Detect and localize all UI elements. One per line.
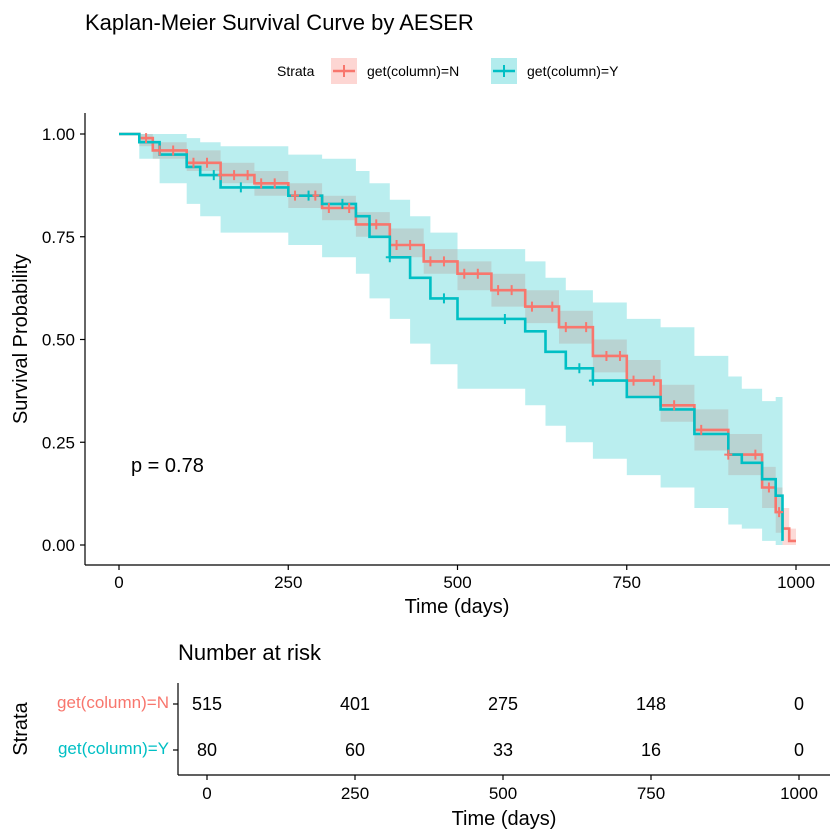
y-tick-label: 0.75 [42,228,75,247]
censor-mark [270,178,279,189]
risk-table: Number at risk 515 401 275 148 0 80 60 33 16 0 0 2… [10,640,830,830]
legend-label-n: get(column)=N [367,63,459,79]
y-axis-label: Survival Probability [10,254,32,424]
censor-mark [460,268,469,279]
censor-mark [575,363,584,374]
censor-mark [697,424,706,435]
censor-mark [602,350,611,361]
censor-mark [304,190,313,201]
censor-mark [582,322,591,333]
censor-mark [426,256,435,267]
risk-y-axis-label: Strata [10,701,32,755]
x-tick-label: 250 [274,573,302,592]
risk-cell: 80 [197,740,217,760]
risk-x-tick-label: 750 [637,784,665,803]
censor-mark [473,268,482,279]
censor-mark [494,285,503,296]
risk-x-tick-label: 0 [202,784,211,803]
risk-x-axis-label: Time (days) [452,808,557,830]
censor-mark [169,145,178,156]
x-tick-label: 750 [613,573,641,592]
censor-mark [751,449,760,460]
censor-mark [155,145,164,156]
risk-x-tick-label: 250 [341,784,369,803]
censor-mark [406,239,415,250]
censor-mark [527,301,536,312]
risk-x-tick-label: 500 [489,784,517,803]
censor-mark [291,190,300,201]
main-axes: 0.00 0.25 0.50 0.75 1.00 0 250 500 750 1000 [42,113,830,592]
risk-cell: 16 [641,740,661,760]
x-tick-label: 1000 [777,573,815,592]
censor-mark [236,182,245,193]
censor-mark [775,507,784,518]
risk-row-label-y: get(column)=Y [58,739,169,758]
censor-mark [439,293,448,304]
censor-mark [500,313,509,324]
x-tick-label: 0 [114,573,123,592]
legend: Strata get(column)=N get(column)=Y [277,58,619,84]
x-tick-label: 500 [443,573,471,592]
censor-mark [203,157,212,168]
censor-mark [311,190,320,201]
censor-mark [724,449,733,460]
risk-row-label-n: get(column)=N [57,693,169,712]
censor-mark [764,482,773,493]
risk-cell: 515 [192,694,222,714]
y-tick-label: 1.00 [42,125,75,144]
risk-cell: 0 [794,740,804,760]
y-tick-label: 0.25 [42,433,75,452]
censor-mark [392,239,401,250]
censor-mark [385,252,394,263]
censor-mark [615,350,624,361]
chart-title: Kaplan-Meier Survival Curve by AESER [85,10,474,35]
censor-mark [243,170,252,181]
censor-mark [561,322,570,333]
censor-mark [345,202,354,213]
censor-mark [439,256,448,267]
y-tick-label: 0.50 [42,331,75,350]
censor-mark [629,375,638,386]
censor-mark [338,198,347,209]
risk-cell: 0 [794,694,804,714]
risk-cell: 275 [488,694,518,714]
risk-cell: 33 [493,740,513,760]
y-tick-label: 0.00 [42,536,75,555]
risk-cell: 401 [340,694,370,714]
censor-mark [230,170,239,181]
confidence-band-y [119,134,783,545]
censor-mark [142,133,151,144]
risk-cell: 148 [636,694,666,714]
censor-mark [324,202,333,213]
censor-mark [209,170,218,181]
censor-mark [649,375,658,386]
censor-mark [257,178,266,189]
censor-mark [548,301,557,312]
p-value-label: p = 0.78 [131,455,204,477]
risk-table-title: Number at risk [178,640,322,665]
censor-mark [372,219,381,230]
risk-cell: 60 [345,740,365,760]
censor-mark [670,400,679,411]
legend-label-y: get(column)=Y [527,63,619,79]
censor-mark [216,170,225,181]
x-axis-label: Time (days) [405,596,510,618]
risk-x-tick-label: 1000 [780,784,818,803]
censor-mark [507,285,516,296]
censor-mark [588,375,597,386]
plot-area [119,132,796,545]
legend-title: Strata [277,63,315,79]
censor-mark [189,157,198,168]
